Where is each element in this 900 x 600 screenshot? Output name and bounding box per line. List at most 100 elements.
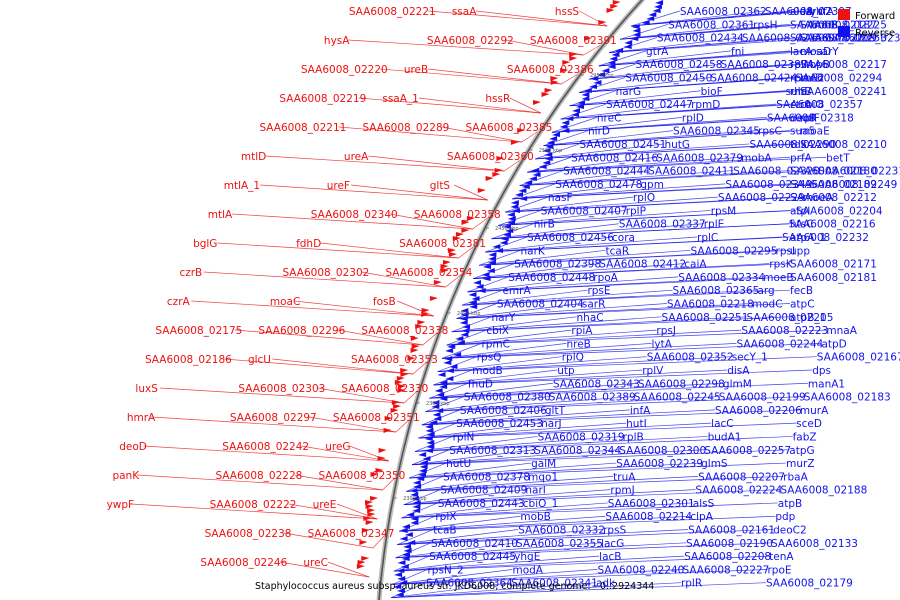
reverse-gene-label[interactable]: moaD	[800, 46, 831, 58]
reverse-gene-label[interactable]: SAA6008_02319	[538, 431, 625, 443]
reverse-gene-label[interactable]: SAA6008_02397	[765, 6, 852, 18]
reverse-gene-label[interactable]: betT	[826, 152, 850, 164]
reverse-gene-label[interactable]: rplM	[790, 59, 813, 71]
forward-gene-label[interactable]: mtlD	[241, 151, 266, 163]
reverse-gene-label[interactable]: SAA6008_02161	[688, 525, 775, 537]
reverse-gene-label[interactable]: SAA6008_02416	[571, 152, 658, 164]
reverse-gene-label[interactable]: rplD	[682, 112, 704, 124]
reverse-gene-label[interactable]: deoR	[790, 112, 817, 124]
reverse-gene-label[interactable]: mobA	[741, 152, 772, 164]
reverse-gene-label[interactable]: rpsN_2	[427, 564, 463, 576]
reverse-gene-label[interactable]: SAA6008_02313	[449, 445, 536, 457]
forward-gene-label[interactable]: glcU	[248, 354, 271, 366]
reverse-gene-label[interactable]: sarV	[800, 6, 824, 18]
forward-gene-label[interactable]: SAA6008_02338	[361, 325, 448, 337]
reverse-gene-label[interactable]: lacB	[599, 551, 621, 563]
reverse-gene-label[interactable]: fhuD	[468, 378, 493, 390]
reverse-gene-label[interactable]: SAA6008_02343	[553, 378, 640, 390]
reverse-gene-label[interactable]: SAA6008_02171	[790, 259, 877, 271]
reverse-gene-label[interactable]: narG	[616, 86, 642, 98]
reverse-gene-label[interactable]: manA1	[808, 378, 845, 390]
reverse-gene-label[interactable]: SAA6008_02424	[710, 72, 797, 84]
reverse-gene-label[interactable]: SAA6008_02218	[667, 299, 754, 311]
reverse-gene-label[interactable]: ctrA	[790, 99, 812, 111]
reverse-gene-label[interactable]: arg	[757, 285, 774, 297]
reverse-gene-label[interactable]: SAA6008_02223	[741, 325, 828, 337]
reverse-gene-label[interactable]: lacD	[800, 72, 823, 84]
forward-gene-label[interactable]: SAA6008_02330	[341, 383, 428, 395]
reverse-gene-label[interactable]: SAA6008_02245	[634, 392, 721, 404]
reverse-gene-label[interactable]: SAA6008_02231	[818, 166, 900, 178]
reverse-gene-label[interactable]: SAA6008_02239	[616, 458, 703, 470]
reverse-gene-label[interactable]: disA	[727, 365, 750, 377]
forward-gene-label[interactable]: SAA6008_02220	[301, 64, 388, 76]
reverse-gene-label[interactable]: SAA6008_02216	[789, 219, 876, 231]
reverse-gene-label[interactable]: SAA6008_02398	[514, 259, 601, 271]
reverse-gene-label[interactable]: SAA6008_02450	[625, 72, 712, 84]
reverse-gene-label[interactable]: SAA6008_02249	[810, 179, 897, 191]
reverse-gene-label[interactable]: SAA6008_02300	[619, 445, 706, 457]
reverse-gene-label[interactable]: aldA	[790, 6, 814, 18]
reverse-gene-label[interactable]: atpC	[790, 299, 815, 311]
reverse-gene-label[interactable]: prfA	[790, 152, 813, 164]
reverse-gene-label[interactable]: lacC	[711, 418, 733, 430]
reverse-gene-label[interactable]: suhB	[786, 86, 812, 98]
forward-gene-label[interactable]: mtlA_1	[224, 180, 260, 192]
forward-gene-label[interactable]: hysA	[324, 35, 350, 47]
reverse-gene-label[interactable]: fecB	[790, 285, 813, 297]
reverse-gene-label[interactable]: secY_1	[732, 352, 768, 364]
reverse-gene-label[interactable]: rpsI	[776, 245, 796, 257]
reverse-gene-label[interactable]: atpI	[790, 205, 810, 217]
reverse-gene-label[interactable]: rpsK	[769, 259, 793, 271]
forward-gene-label[interactable]: hssR	[485, 93, 510, 105]
reverse-gene-label[interactable]: SAA6008_02212	[790, 192, 877, 204]
reverse-gene-label[interactable]: atpG	[789, 445, 814, 457]
forward-gene-label[interactable]: SAA6008_02360	[447, 151, 534, 163]
reverse-gene-label[interactable]: SAA6008_02294	[795, 72, 882, 84]
reverse-gene-label[interactable]: murA	[800, 405, 829, 417]
forward-gene-label[interactable]: ureE	[313, 499, 337, 511]
reverse-gene-label[interactable]: atpD	[821, 338, 846, 350]
reverse-gene-label[interactable]: SAA6008_02337	[619, 219, 706, 231]
forward-gene-label[interactable]: SAA6008_02297	[230, 412, 317, 424]
reverse-gene-label[interactable]: cbiO_1	[523, 498, 559, 510]
reverse-gene-label[interactable]: nasF	[548, 192, 573, 204]
reverse-gene-label[interactable]: nirD	[588, 126, 610, 138]
reverse-gene-label[interactable]: rpsQ	[477, 352, 502, 364]
reverse-gene-label[interactable]: rho	[790, 86, 807, 98]
reverse-gene-label[interactable]: SAA6008_02412	[599, 259, 686, 271]
forward-gene-label[interactable]: SAA6008_02292	[427, 35, 514, 47]
reverse-gene-label[interactable]: SAA6008_02214	[605, 511, 692, 523]
reverse-gene-label[interactable]: topB	[806, 59, 830, 71]
reverse-gene-label[interactable]: rplQ	[562, 352, 584, 364]
reverse-gene-label[interactable]: infA	[630, 405, 651, 417]
reverse-gene-label[interactable]: SAA6008_02443	[438, 498, 525, 510]
reverse-gene-label[interactable]: nhaC	[577, 312, 604, 324]
reverse-gene-label[interactable]: upp	[790, 245, 810, 257]
reverse-gene-label[interactable]: SAA6008_02445	[429, 551, 516, 563]
reverse-gene-label[interactable]: SAA6008_02189	[790, 179, 877, 191]
forward-gene-label[interactable]: hssS	[555, 6, 580, 18]
reverse-gene-label[interactable]: SAA6008_02410	[431, 538, 518, 550]
forward-gene-label[interactable]: SAA6008_02386	[507, 64, 594, 76]
forward-gene-label[interactable]: SAA6008_02340	[311, 209, 398, 221]
reverse-gene-label[interactable]: SAA6008_02301	[608, 498, 695, 510]
reverse-gene-label[interactable]: utp	[557, 365, 575, 377]
reverse-gene-label[interactable]: gpm	[640, 179, 664, 191]
forward-gene-label[interactable]: SAA6008_02347	[308, 528, 395, 540]
reverse-gene-label[interactable]: SAA6008_02357	[776, 99, 863, 111]
reverse-gene-label[interactable]: rpmE2	[790, 72, 825, 84]
reverse-gene-label[interactable]: SAA6008_02227	[682, 564, 769, 576]
reverse-gene-label[interactable]: tenA	[769, 551, 794, 563]
forward-gene-label[interactable]: ureG	[325, 441, 350, 453]
reverse-gene-label[interactable]: SAA6008_02190	[686, 538, 773, 550]
reverse-gene-label[interactable]: SAA6008_02244	[736, 338, 823, 350]
reverse-gene-label[interactable]: rpsJ	[656, 325, 676, 337]
forward-gene-label[interactable]: SAA6008_02354	[385, 267, 472, 279]
reverse-gene-label[interactable]: rplO	[633, 192, 655, 204]
reverse-gene-label[interactable]: SAA6008_02318	[767, 112, 854, 124]
reverse-gene-label[interactable]: mobB	[520, 511, 551, 523]
reverse-gene-label[interactable]: SAA6008_02345	[673, 126, 760, 138]
reverse-gene-label[interactable]: rpsC	[758, 126, 782, 138]
reverse-gene-label[interactable]: SAA6008_02207	[698, 471, 785, 483]
